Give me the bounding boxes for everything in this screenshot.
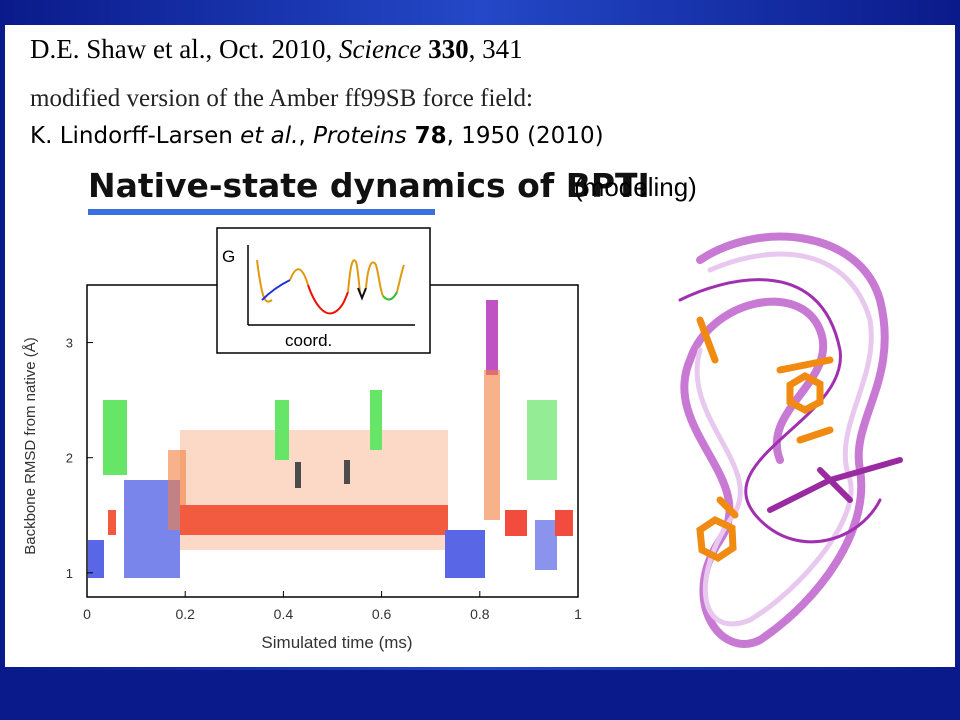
x-axis-label: Simulated time (ms) — [261, 633, 412, 652]
inset-curve — [365, 261, 384, 297]
x-tick-label: 0 — [83, 606, 91, 622]
footer-band — [0, 670, 960, 720]
inset-curve — [382, 291, 398, 301]
cloud — [486, 300, 498, 375]
cloud — [180, 430, 448, 550]
inset-curve — [289, 268, 309, 286]
x-tick-label: 0.2 — [175, 606, 195, 622]
inset: G coord. — [216, 227, 431, 354]
cloud — [295, 462, 301, 488]
y-axis-label: Backbone RMSD from native (Å) — [22, 337, 39, 555]
cloud — [344, 460, 350, 484]
inset-curve — [357, 287, 367, 301]
plot: Simulated time (ms) Backbone RMSD from n… — [22, 284, 582, 652]
heading-note: (modeling) — [574, 172, 697, 202]
x-tick-label: 0.4 — [274, 606, 294, 622]
inset-x-label: coord. — [285, 331, 332, 350]
subtitle: modified version of the Amber ff99SB for… — [30, 85, 533, 112]
inset-frame — [216, 227, 431, 354]
state-clouds — [88, 300, 573, 578]
inset-curve — [261, 279, 291, 301]
cloud — [535, 520, 557, 570]
inset-curve — [396, 264, 405, 293]
cloud — [88, 540, 104, 578]
citation: D.E. Shaw et al., Oct. 2010, Science 330… — [30, 34, 523, 64]
x-tick-label: 1 — [574, 606, 582, 622]
cloud — [555, 510, 573, 536]
cloud — [180, 505, 448, 535]
cloud — [527, 400, 557, 480]
reference: K. Lindorff-Larsen et al., Proteins 78, … — [30, 123, 604, 149]
cloud — [370, 390, 382, 450]
underline — [88, 209, 435, 215]
protein-structure — [678, 232, 903, 648]
heading: Native-state dynamics of BPTI — [88, 166, 650, 205]
inset-curve — [347, 259, 361, 293]
cloud — [484, 370, 500, 520]
y-tick-label: 1 — [66, 566, 73, 581]
cloud — [505, 510, 527, 536]
x-tick-label: 0.8 — [470, 606, 490, 622]
cloud — [445, 530, 485, 578]
cloud — [124, 480, 180, 578]
cloud — [108, 510, 116, 535]
inset-curve — [307, 284, 349, 315]
cloud — [275, 400, 289, 460]
y-tick-label: 3 — [66, 336, 73, 351]
x-tick-label: 0.6 — [372, 606, 392, 622]
inset-curve — [256, 259, 273, 303]
inset-y-label: G — [222, 247, 235, 266]
y-tick-label: 2 — [66, 451, 73, 466]
cloud — [103, 400, 127, 475]
